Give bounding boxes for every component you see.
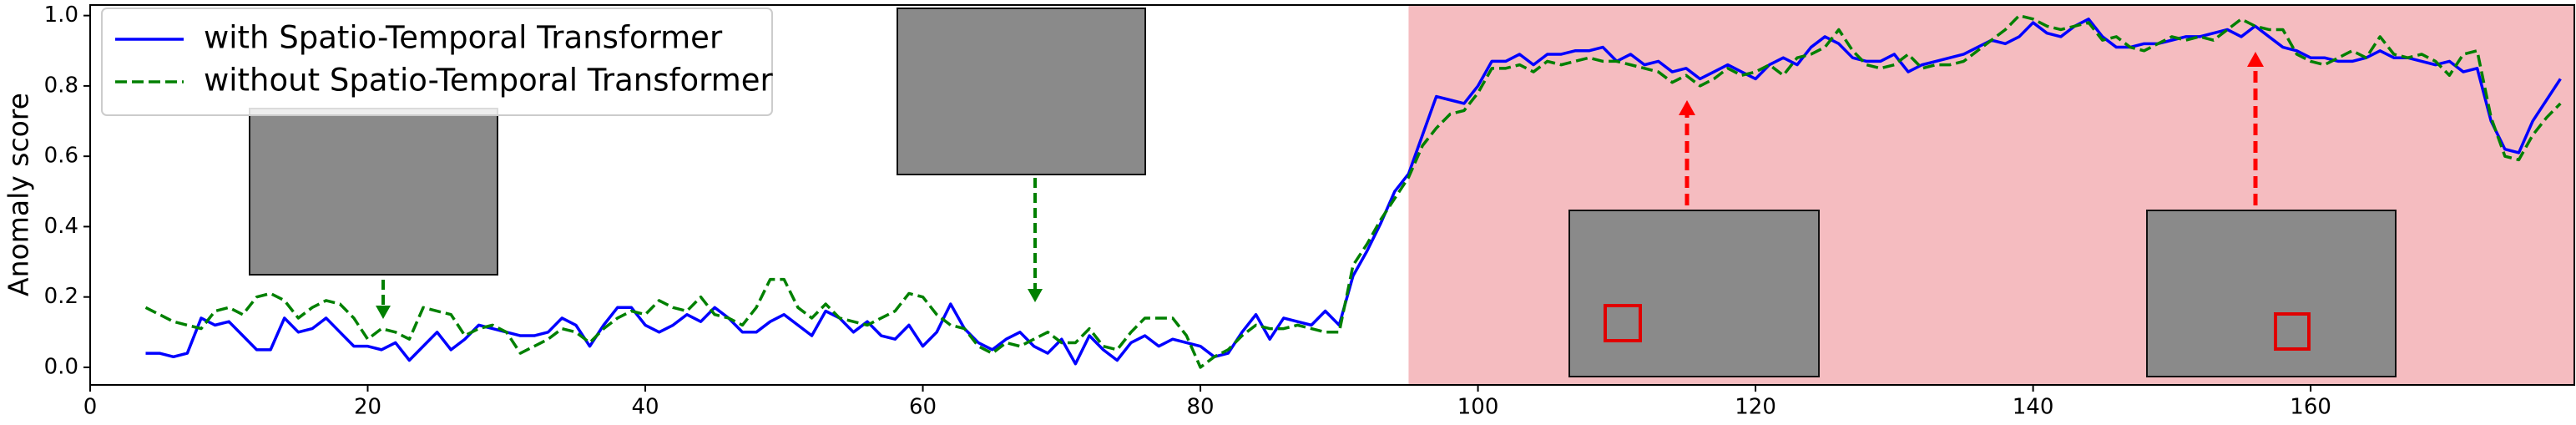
y-tick-label: 1.0 <box>44 3 78 28</box>
thumbnail <box>249 108 498 319</box>
x-tick-label: 60 <box>909 395 937 420</box>
y-tick-label: 0.2 <box>44 284 78 309</box>
x-tick-label: 20 <box>354 395 381 420</box>
axes-frame <box>89 4 2575 386</box>
thumbnail <box>2146 52 2397 377</box>
legend-label: without Spatio-Temporal Transformer <box>204 63 774 99</box>
x-tick-label: 100 <box>1457 395 1499 420</box>
series-line <box>144 13 2562 369</box>
y-tick-label: 0.4 <box>44 214 78 239</box>
y-axis-label: Anomaly score <box>3 93 35 296</box>
x-tick-label: 40 <box>631 395 659 420</box>
x-tick-label: 120 <box>1735 395 1776 420</box>
thumbnail <box>1568 100 1820 377</box>
legend: with Spatio-Temporal Transformer without … <box>101 8 774 116</box>
thumbnail <box>897 8 1146 302</box>
legend-label: with Spatio-Temporal Transformer <box>204 20 723 56</box>
y-tick-label: 0.6 <box>44 144 78 169</box>
y-tick-label: 0.8 <box>44 73 78 98</box>
x-tick-label: 140 <box>2013 395 2054 420</box>
x-tick-label: 160 <box>2290 395 2331 420</box>
x-tick-label: 80 <box>1187 395 1215 420</box>
x-tick-label: 0 <box>83 395 98 420</box>
y-tick-label: 0.0 <box>44 354 78 379</box>
